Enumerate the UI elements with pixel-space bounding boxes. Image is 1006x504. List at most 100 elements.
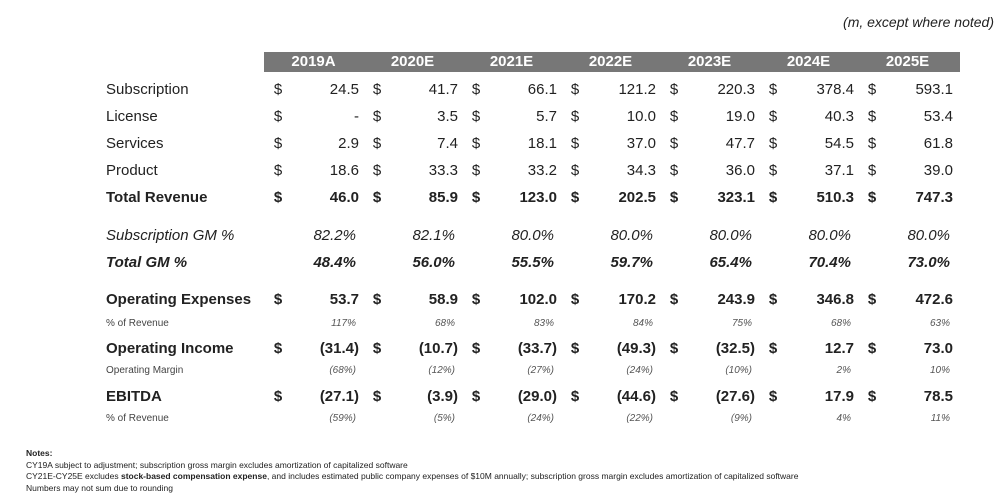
table-row: Total Revenue $46.0 $85.9 $123.0 $202.5 $323.… (0, 188, 1006, 208)
cell-percent: 80.0% (610, 227, 653, 244)
cell-percent: 75% (731, 318, 752, 329)
cell-value: 747.3 (915, 189, 953, 206)
currency-symbol: $ (570, 189, 580, 206)
currency-symbol: $ (570, 81, 580, 98)
cell-value: (31.4) (319, 340, 359, 357)
cell-value: - (354, 108, 359, 125)
row-label: EBITDA (106, 388, 162, 405)
cell-value: 323.1 (717, 189, 755, 206)
currency-symbol: $ (273, 291, 283, 308)
note-line: CY21E-CY25E excludes stock-based compens… (26, 471, 798, 483)
cell-percent: (68%) (329, 365, 356, 376)
cell-value: 40.3 (824, 108, 854, 125)
cell-value: 61.8 (923, 135, 953, 152)
cell-value: 18.1 (527, 135, 557, 152)
table-row: % of Revenue 117% 68% 83% 84% 75% 68% 63% (0, 317, 1006, 331)
currency-symbol: $ (471, 291, 481, 308)
year-header: 2022E (588, 53, 633, 70)
currency-symbol: $ (372, 162, 382, 179)
row-label: Subscription GM % (106, 227, 235, 244)
row-label: Operating Margin (106, 365, 184, 376)
cell-percent: (5%) (433, 413, 455, 424)
currency-symbol: $ (768, 135, 778, 152)
units-note: (m, except where noted) (843, 14, 994, 30)
currency-symbol: $ (867, 108, 877, 125)
cell-value: 123.0 (519, 189, 557, 206)
cell-value: 85.9 (428, 189, 458, 206)
cell-value: 53.4 (923, 108, 953, 125)
currency-symbol: $ (273, 135, 283, 152)
cell-percent: 56.0% (412, 254, 455, 271)
cell-value: 53.7 (329, 291, 359, 308)
currency-symbol: $ (570, 135, 580, 152)
cell-value: 220.3 (717, 81, 755, 98)
currency-symbol: $ (867, 340, 877, 357)
cell-value: 243.9 (717, 291, 755, 308)
note-line: Numbers may not sum due to rounding (26, 482, 173, 493)
row-label: Operating Expenses (106, 291, 252, 308)
cell-percent: 4% (836, 413, 851, 424)
cell-percent: 73.0% (907, 254, 950, 271)
currency-symbol: $ (471, 135, 481, 152)
currency-symbol: $ (372, 189, 382, 206)
cell-value: 37.0 (626, 135, 656, 152)
table-row: Services $2.9 $7.4 $18.1 $37.0 $47.7 $54.5 $61.… (0, 134, 1006, 154)
currency-symbol: $ (372, 135, 382, 152)
cell-value: 19.0 (725, 108, 755, 125)
cell-value: 78.5 (923, 388, 953, 405)
cell-value: (49.3) (616, 340, 656, 357)
table-row: EBITDA $ (27.1) $ (3.9) $ (29.0) $ (44.6) $ (27.6)… (0, 387, 1006, 407)
table-row: Operating Margin (68%) (12%) (27%) (24%) (10%… (0, 364, 1006, 378)
currency-symbol: $ (471, 81, 481, 98)
currency-symbol: $ (372, 108, 382, 125)
row-label: Total GM % (106, 254, 188, 271)
cell-percent: (59%) (329, 413, 356, 424)
cell-value: 33.2 (527, 162, 557, 179)
cell-value: (10.7) (418, 340, 458, 357)
currency-symbol: $ (768, 162, 778, 179)
currency-symbol: $ (471, 388, 481, 405)
cell-value: 378.4 (816, 81, 854, 98)
cell-value: 102.0 (519, 291, 557, 308)
cell-percent: 65.4% (709, 254, 752, 271)
cell-percent: 82.1% (412, 227, 455, 244)
row-label: Total Revenue (106, 189, 208, 206)
cell-value: 510.3 (816, 189, 854, 206)
cell-percent: 84% (632, 318, 653, 329)
table-row: Operating Income $ (31.4) $ (10.7) $ (33.7) $ (4… (0, 339, 1006, 359)
cell-value: 58.9 (428, 291, 458, 308)
table-row: Subscription $24.5 $41.7 $66.1 $121.2 $220.3 $… (0, 80, 1006, 100)
year-header-bar: 2019A 2020E 2021E 2022E 2023E 2024E 2025… (264, 52, 960, 72)
cell-percent: (27%) (527, 365, 554, 376)
note-line: CY19A subject to adjustment; subscriptio… (26, 459, 408, 470)
currency-symbol: $ (471, 340, 481, 357)
currency-symbol: $ (471, 108, 481, 125)
cell-value: 17.9 (824, 388, 854, 405)
row-label: Operating Income (106, 340, 234, 357)
currency-symbol: $ (669, 108, 679, 125)
cell-value: (27.6) (715, 388, 755, 405)
row-label: % of Revenue (106, 318, 169, 329)
note-emphasis: stock-based compensation expense (120, 471, 267, 481)
cell-value: 3.5 (437, 108, 458, 125)
cell-value: (27.1) (319, 388, 359, 405)
cell-percent: 83% (533, 318, 554, 329)
currency-symbol: $ (570, 162, 580, 179)
cell-percent: 70.4% (808, 254, 851, 271)
notes-title: Notes: (26, 448, 53, 458)
currency-symbol: $ (867, 388, 877, 405)
notes-section: Notes: CY19A subject to adjustment; subs… (26, 448, 798, 494)
cell-value: (29.0) (517, 388, 557, 405)
cell-value: 46.0 (329, 189, 359, 206)
table-row: Total GM % 48.4% 56.0% 55.5% 59.7% 65.4% 70.4%… (0, 253, 1006, 273)
cell-percent: (9%) (730, 413, 752, 424)
cell-value: 24.5 (329, 81, 359, 98)
cell-value: 37.1 (824, 162, 854, 179)
cell-percent: 80.0% (907, 227, 950, 244)
currency-symbol: $ (867, 81, 877, 98)
cell-value: 12.7 (824, 340, 854, 357)
currency-symbol: $ (273, 388, 283, 405)
cell-value: 54.5 (824, 135, 854, 152)
currency-symbol: $ (768, 340, 778, 357)
cell-value: 7.4 (437, 135, 458, 152)
